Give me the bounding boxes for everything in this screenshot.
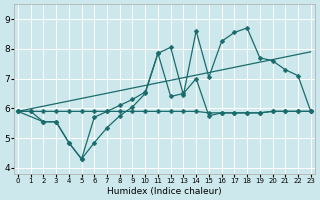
X-axis label: Humidex (Indice chaleur): Humidex (Indice chaleur) (107, 187, 222, 196)
